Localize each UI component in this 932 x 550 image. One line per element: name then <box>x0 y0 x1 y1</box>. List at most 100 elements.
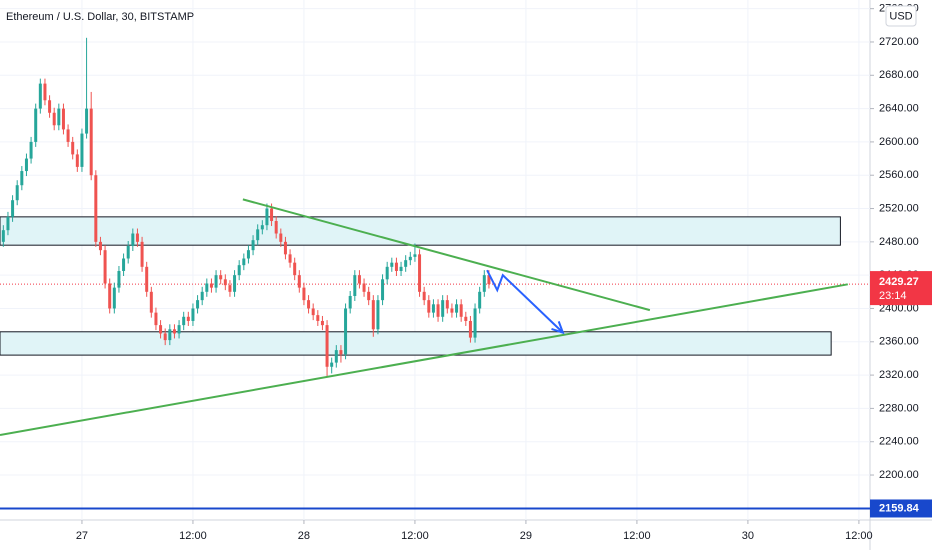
candle-body <box>223 279 227 286</box>
candle-body <box>38 83 42 109</box>
candle-body <box>422 291 426 301</box>
candle-body <box>24 158 28 172</box>
candle-body <box>283 241 287 255</box>
y-tick-label: 2360.00 <box>879 336 919 348</box>
candle-body <box>325 325 329 367</box>
y-tick-label: 2560.00 <box>879 169 919 181</box>
candle-body <box>251 240 255 251</box>
candle-body <box>196 300 200 309</box>
candle-body <box>66 129 70 142</box>
zone <box>0 216 841 246</box>
candle-body <box>200 291 204 301</box>
candle-body <box>334 350 338 363</box>
candle-body <box>168 329 172 341</box>
candle-body <box>339 350 343 355</box>
candle-body <box>80 133 84 167</box>
candle-body <box>57 108 61 126</box>
candle-body <box>316 315 320 321</box>
candle-body <box>75 154 79 167</box>
y-tick-label: 2520.00 <box>879 202 919 214</box>
candle-body <box>112 287 116 309</box>
arrow-head <box>551 321 565 335</box>
candle-body <box>1 230 5 242</box>
hline-label: 2159.84 <box>879 502 920 514</box>
candle-body <box>436 304 440 317</box>
hline-box <box>870 499 932 518</box>
candle-body <box>20 171 24 186</box>
y-tick-label: 2240.00 <box>879 436 919 448</box>
candle-body <box>71 141 75 155</box>
trendline <box>242 198 651 312</box>
candle-body <box>385 266 389 280</box>
currency-label: USD <box>889 10 912 22</box>
candle-body <box>209 283 213 288</box>
candle-body <box>404 260 408 267</box>
candle-body <box>297 275 301 288</box>
candle-body <box>131 233 135 247</box>
x-tick-label: 12:00 <box>401 530 429 542</box>
candle-body <box>172 329 176 334</box>
candle-body <box>431 304 435 313</box>
x-tick-label: 12:00 <box>179 530 207 542</box>
candle-body <box>459 304 463 317</box>
candle-body <box>228 285 232 292</box>
candle-body <box>48 100 52 113</box>
candle-body <box>478 291 482 309</box>
candle-body <box>154 312 158 326</box>
currency-box <box>885 5 917 27</box>
candle-body <box>487 275 491 285</box>
candle-body <box>52 112 56 126</box>
candle-body <box>274 221 278 234</box>
candle-body <box>159 325 163 334</box>
candle-body <box>94 175 98 242</box>
zone <box>0 331 832 356</box>
candle-body <box>293 262 297 276</box>
candle-body <box>482 275 486 292</box>
candle-body <box>163 333 167 341</box>
candle-body <box>98 241 102 251</box>
last-price-label: 2429.27 <box>879 276 919 288</box>
y-tick-label: 2280.00 <box>879 402 919 414</box>
candle-body <box>126 246 130 259</box>
candle-body <box>214 275 218 288</box>
candle-body <box>219 275 223 280</box>
candle-body <box>122 258 126 271</box>
candle-body <box>307 300 311 309</box>
x-tick-label: 29 <box>520 530 532 542</box>
candle-body <box>256 229 260 241</box>
candle-body <box>149 291 153 313</box>
candle-body <box>344 308 348 355</box>
candle-body <box>191 308 195 321</box>
x-tick-label: 12:00 <box>845 530 873 542</box>
candle-body <box>348 295 352 309</box>
candle-body <box>260 225 264 230</box>
candle-body <box>445 300 449 309</box>
candle-body <box>242 258 246 266</box>
candle-body <box>376 300 380 330</box>
candle-body <box>177 325 181 334</box>
candle-body <box>103 250 107 284</box>
candle-body <box>418 254 422 292</box>
candle-body <box>288 254 292 263</box>
y-tick-label: 2600.00 <box>879 136 919 148</box>
candle-body <box>455 304 459 313</box>
candle-body <box>89 108 93 176</box>
x-tick-label: 12:00 <box>623 530 651 542</box>
candle-body <box>464 316 468 321</box>
x-tick-label: 30 <box>742 530 754 542</box>
y-tick-label: 2480.00 <box>879 236 919 248</box>
candle-body <box>381 279 385 301</box>
candle-body <box>390 262 394 267</box>
candle-body <box>34 108 38 142</box>
plot-area <box>0 0 870 520</box>
candle-body <box>15 185 19 201</box>
y-tick-label: 2640.00 <box>879 103 919 115</box>
x-tick-label: 28 <box>298 530 310 542</box>
candle-body <box>367 291 371 301</box>
candle-body <box>450 308 454 313</box>
candle-body <box>205 283 209 292</box>
candle-body <box>270 208 274 222</box>
candle-body <box>357 275 361 284</box>
candle-body <box>265 208 269 226</box>
